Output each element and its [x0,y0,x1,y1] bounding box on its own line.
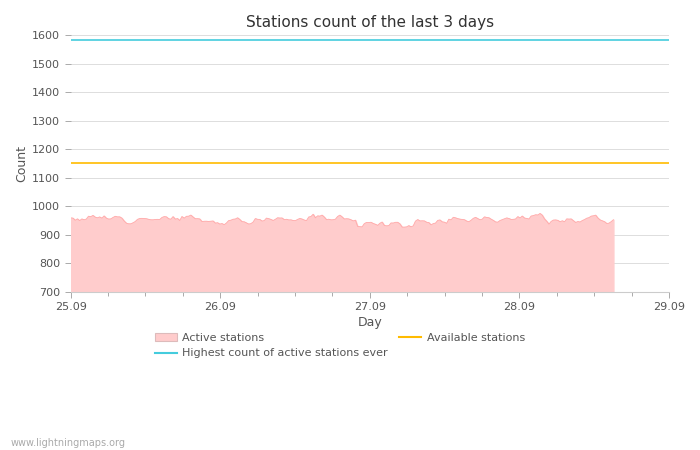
Text: www.lightningmaps.org: www.lightningmaps.org [10,437,125,447]
Y-axis label: Count: Count [15,145,28,182]
Legend: Active stations, Highest count of active stations ever, Available stations: Active stations, Highest count of active… [150,328,530,363]
X-axis label: Day: Day [358,316,382,329]
Title: Stations count of the last 3 days: Stations count of the last 3 days [246,15,494,30]
